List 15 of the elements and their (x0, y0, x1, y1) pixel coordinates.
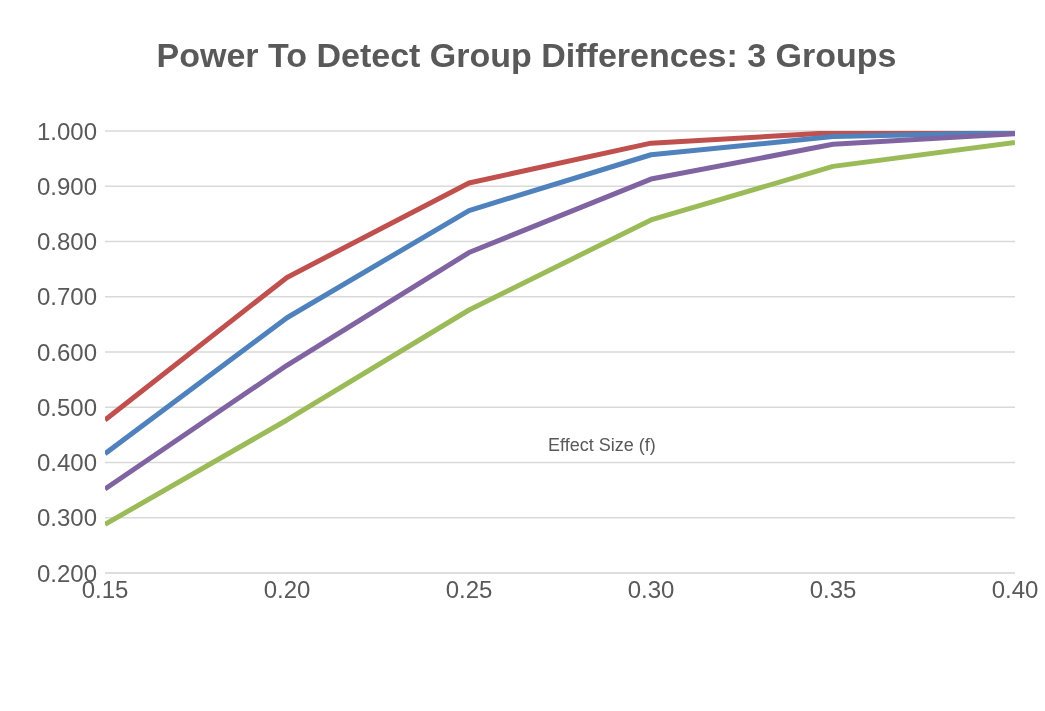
y-tick-label: 1.000 (36, 117, 97, 145)
y-tick-label: 0.300 (36, 504, 97, 532)
x-tick-label: 0.30 (627, 576, 675, 604)
y-tick-label: 0.900 (36, 172, 97, 200)
x-tick-label: 0.20 (263, 576, 311, 604)
y-tick-label: 0.600 (36, 338, 97, 366)
x-tick-label: 0.40 (991, 576, 1039, 604)
y-tick-label: 0.400 (36, 449, 97, 477)
y-tick-label: 0.500 (36, 393, 97, 421)
y-tick-label: 0.700 (36, 283, 97, 311)
x-tick-label: 0.25 (445, 576, 493, 604)
y-tick-label: 0.800 (36, 228, 97, 256)
chart-title: Power To Detect Group Differences: 3 Groups (155, 36, 898, 75)
x-tick-label: 0.35 (809, 576, 857, 604)
x-axis-title: Effect Size (f) (548, 435, 656, 456)
